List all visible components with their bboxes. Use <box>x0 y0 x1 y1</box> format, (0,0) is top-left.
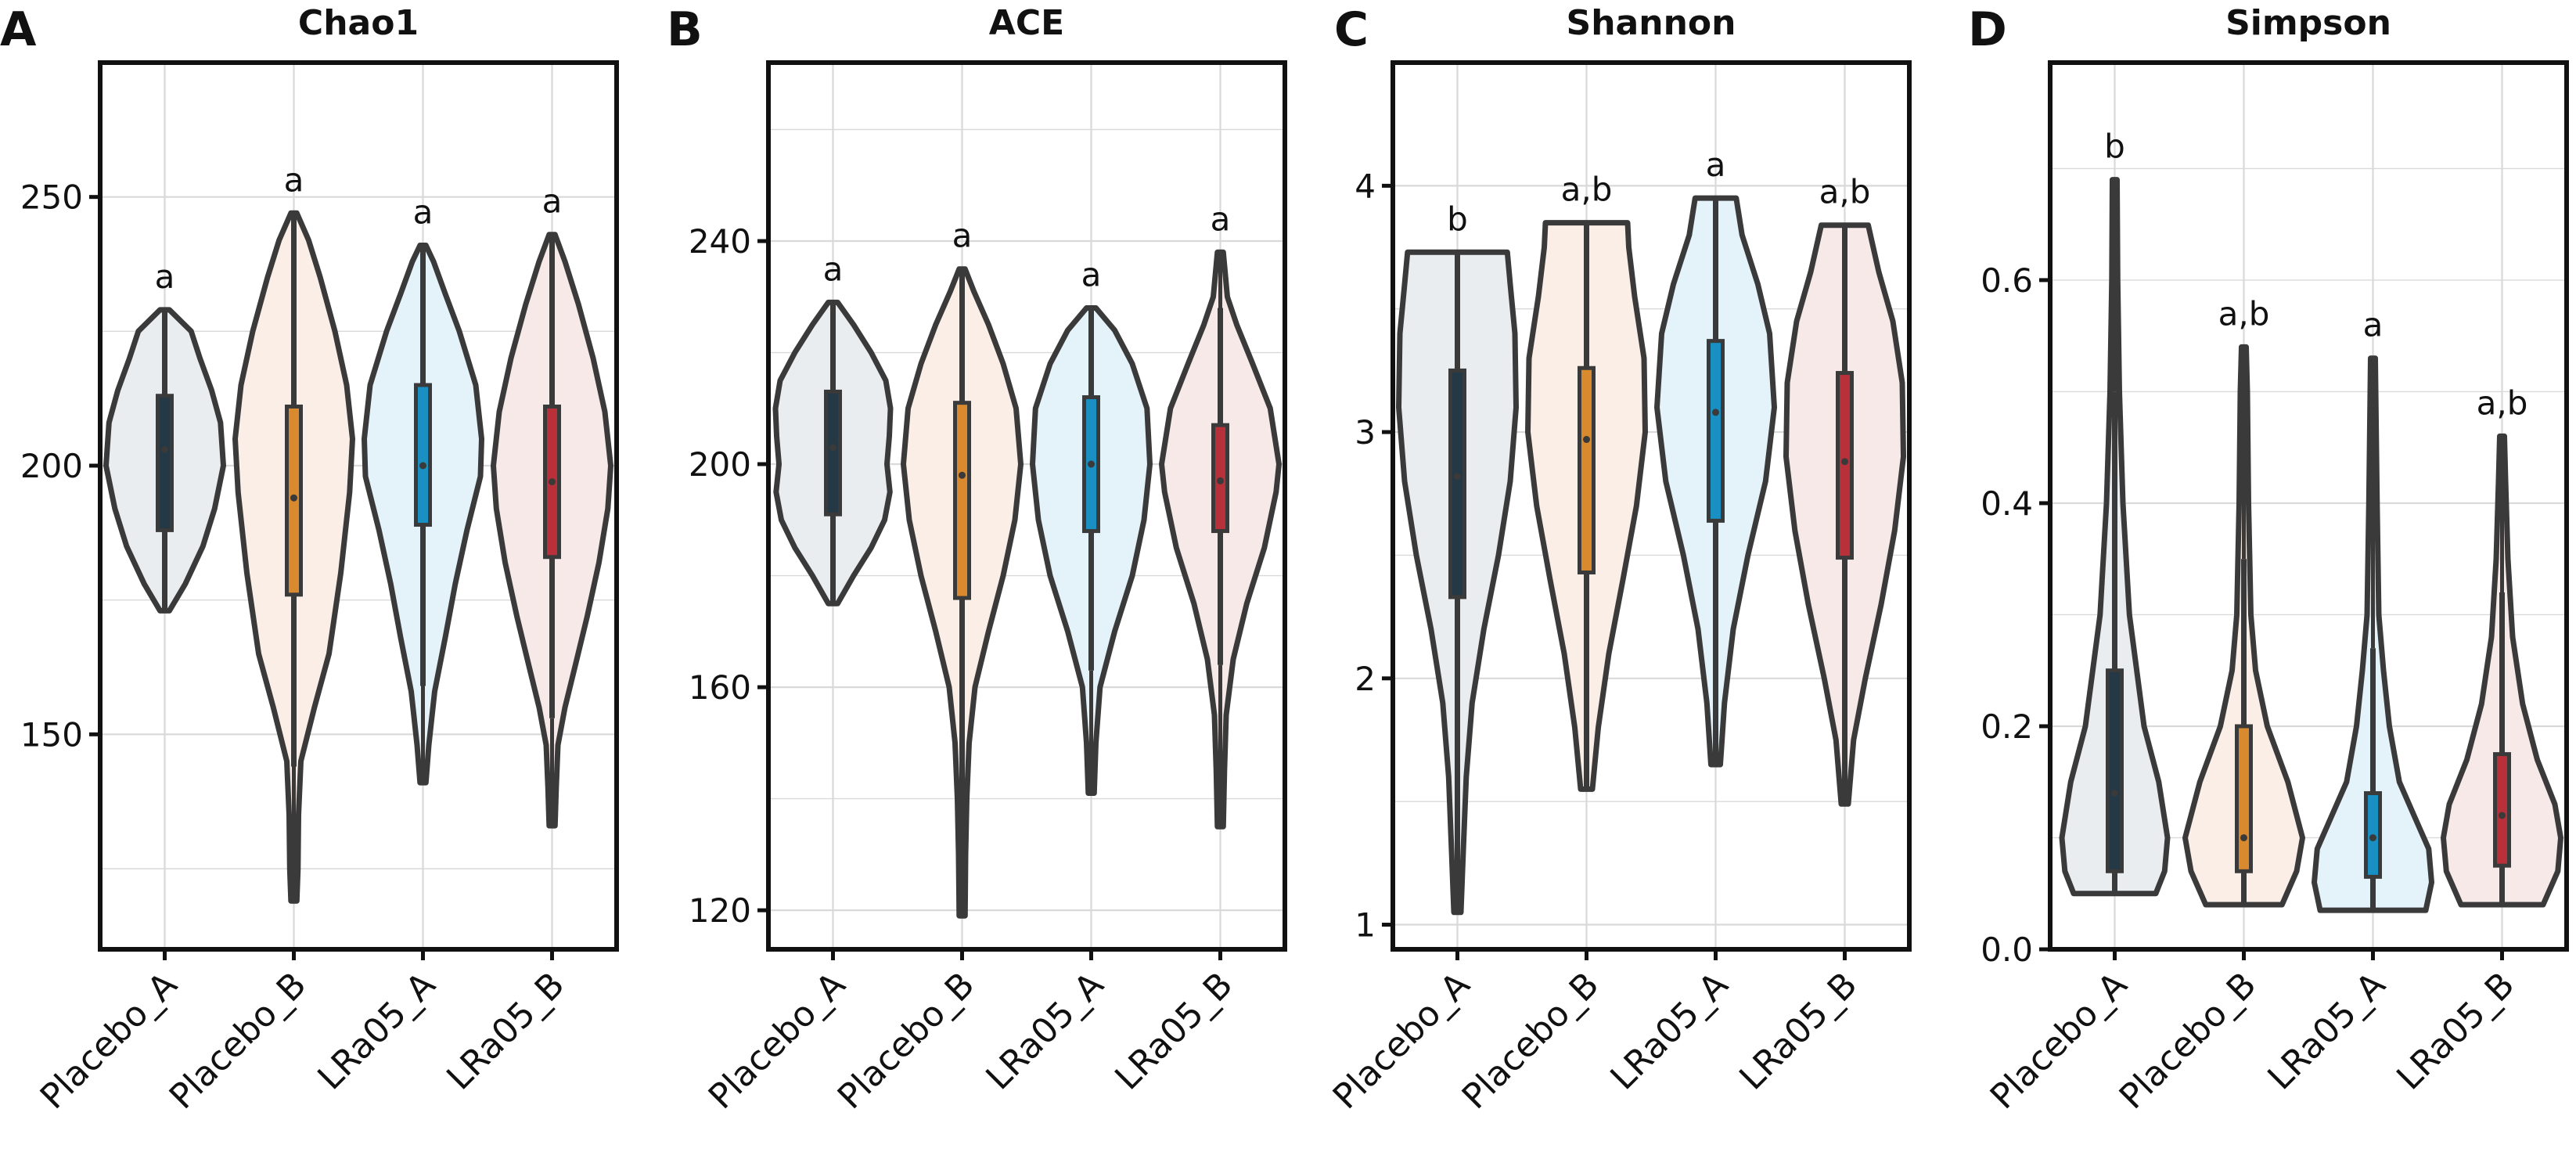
significance-label: a <box>1706 146 1726 184</box>
y-tick-label: 0.4 <box>1981 484 2033 523</box>
significance-label: a <box>823 250 844 288</box>
iqr-box <box>2493 752 2511 868</box>
significance-label: a,b <box>1561 171 1613 209</box>
panel-a: aaa a150200250Placebo_APlacebo_BLRa05_ALR… <box>0 2 619 1117</box>
significance-label: a <box>1211 200 1231 238</box>
significance-label: a <box>284 160 304 199</box>
panel-title: ACE <box>989 3 1064 43</box>
panel-letter: C <box>1334 2 1369 57</box>
significance-label: b <box>1447 200 1468 238</box>
median-marker <box>1841 458 1848 466</box>
y-tick-label: 120 <box>689 891 751 930</box>
median-marker <box>549 478 556 486</box>
panel-letter: D <box>1968 2 2007 57</box>
y-tick-label: 4 <box>1355 167 1376 205</box>
panel-title: Simpson <box>2225 3 2391 43</box>
iqr-box <box>1578 365 1596 574</box>
median-marker <box>1088 460 1095 468</box>
panel-frame <box>1391 60 1912 952</box>
y-tick-label: 2 <box>1355 660 1376 698</box>
panel-title: Shannon <box>1567 3 1736 43</box>
panel-frame <box>766 60 1287 952</box>
y-tick-label: 240 <box>689 222 751 261</box>
y-tick-label: 200 <box>689 445 751 484</box>
median-marker <box>2369 833 2376 841</box>
y-tick-label: 0.2 <box>1981 707 2033 746</box>
iqr-box <box>953 401 971 600</box>
y-tick-label: 0.6 <box>1981 261 2033 300</box>
panel-letter: A <box>0 2 37 57</box>
significance-label: a,b <box>2218 294 2270 333</box>
median-marker <box>419 462 426 470</box>
median-marker <box>290 494 297 502</box>
y-tick-label: 3 <box>1355 413 1376 452</box>
median-marker <box>1454 473 1461 481</box>
median-marker <box>1712 409 1719 416</box>
y-tick-label: 160 <box>689 668 751 707</box>
median-marker <box>2111 789 2118 797</box>
median-marker <box>2499 812 2506 819</box>
y-tick-label: 250 <box>20 178 83 217</box>
y-tick-label: 200 <box>20 447 83 485</box>
significance-label: a,b <box>2477 383 2528 422</box>
panel-title: Chao1 <box>298 3 419 43</box>
significance-label: a <box>542 182 563 221</box>
iqr-box <box>2235 724 2253 873</box>
panel-letter: B <box>667 2 703 57</box>
median-marker <box>1217 477 1224 484</box>
median-marker <box>1583 436 1590 444</box>
median-marker <box>959 471 966 479</box>
significance-label: a <box>413 193 434 231</box>
iqr-box <box>824 389 842 517</box>
significance-label: a <box>952 217 973 255</box>
median-marker <box>2240 833 2247 841</box>
significance-label: a <box>155 257 175 296</box>
significance-label: a <box>1081 256 1102 294</box>
y-tick-label: 1 <box>1355 906 1376 945</box>
iqr-box <box>2106 668 2124 873</box>
iqr-box <box>414 383 432 527</box>
iqr-box <box>156 394 174 532</box>
iqr-box <box>1448 368 1466 599</box>
y-tick-label: 150 <box>20 715 83 754</box>
panel-frame <box>98 60 619 952</box>
significance-label: a,b <box>1819 173 1871 211</box>
y-tick-label: 0.0 <box>1981 931 2033 969</box>
median-marker <box>829 444 836 452</box>
significance-label: b <box>2104 128 2125 166</box>
panel-frame <box>2048 60 2569 952</box>
median-marker <box>161 445 168 453</box>
significance-label: a <box>2363 306 2384 344</box>
iqr-box <box>1836 371 1854 560</box>
iqr-box <box>1707 339 1725 523</box>
